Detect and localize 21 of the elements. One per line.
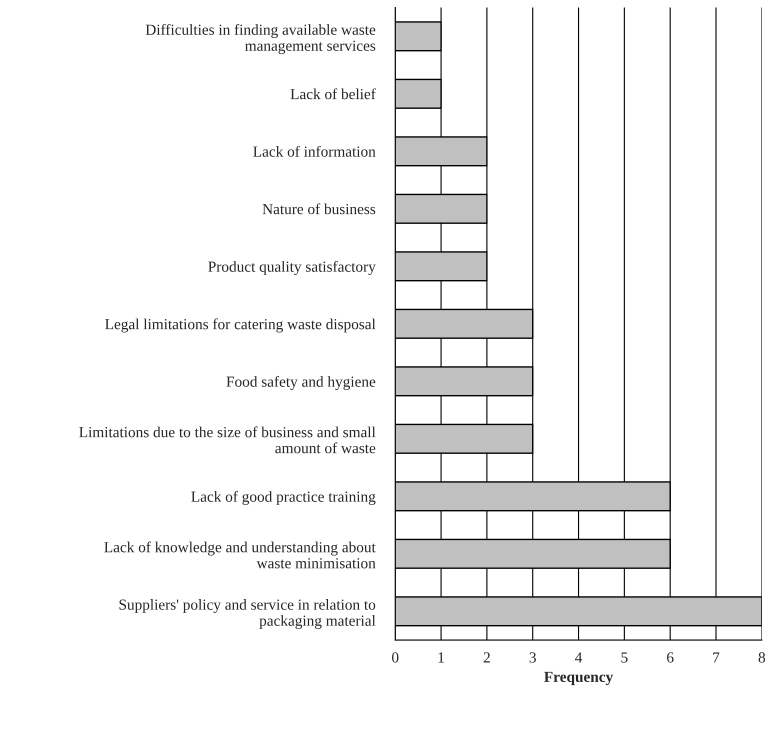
x-tick-label: 1: [438, 652, 444, 662]
y-tick-label: Food safety and hygiene: [226, 376, 376, 390]
x-tick-label: 7: [713, 652, 720, 662]
y-tick-label: Product quality satisfactory: [208, 260, 376, 275]
y-tick-label: Lack of belief: [290, 88, 376, 100]
x-tick-label: 3: [530, 652, 536, 663]
x-axis-title: Frequency: [544, 672, 614, 686]
y-tick-label: Lack of knowledge and understanding about waste minimisation: [104, 541, 376, 568]
y-tick-label: Suppliers' policy and service in relation to packaging material: [120, 599, 376, 629]
x-tick-label: 8: [758, 652, 766, 663]
y-tick-label: Lack of good practice training: [191, 490, 376, 505]
y-tick-label: Legal limitations for catering waste disposal: [105, 318, 376, 332]
y-tick-label: Lack of information: [253, 146, 376, 157]
y-tick-label: Limitations due to the size of business and small amount of waste: [79, 426, 376, 454]
y-tick-label: Difficulties in finding available waste management services: [146, 24, 376, 54]
x-tick-label: 0: [392, 652, 398, 663]
x-tick-label: 2: [484, 652, 490, 662]
x-tick-label: 5: [621, 652, 628, 663]
x-tick-label: 4: [575, 652, 582, 662]
x-tick-label: 6: [667, 652, 674, 663]
y-tick-label: Nature of business: [262, 203, 376, 214]
